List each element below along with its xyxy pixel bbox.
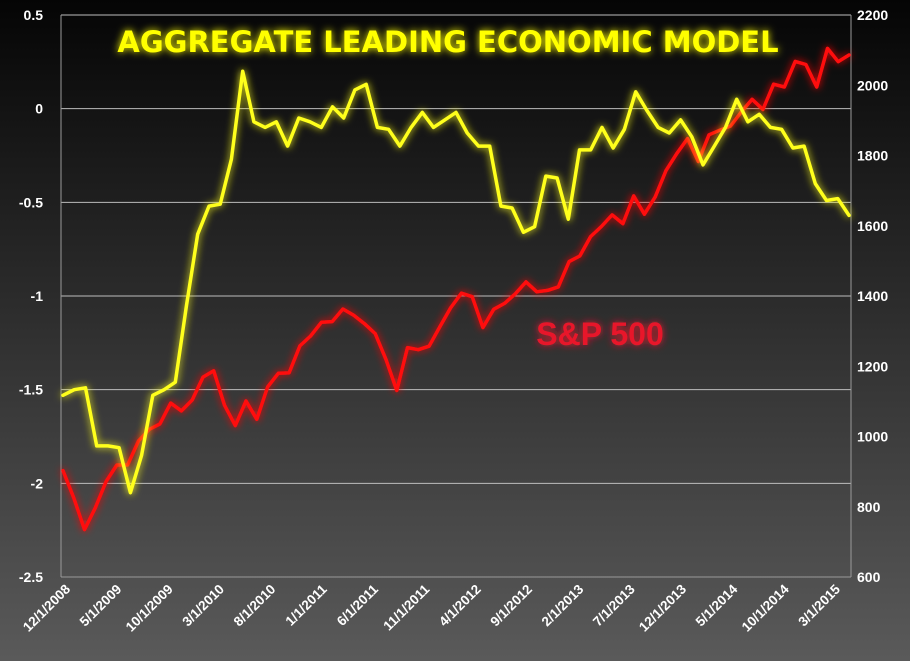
left-tick-label: -0.5 [19, 194, 43, 210]
right-tick-label: 1400 [857, 288, 888, 304]
axes [60, 15, 852, 578]
sp500-series-label: S&P 500 [536, 316, 664, 352]
left-tick-label: 0.5 [24, 7, 44, 23]
right-tick-label: 2200 [857, 7, 888, 23]
left-tick-label: -1.5 [19, 382, 43, 398]
right-tick-label: 1000 [857, 429, 888, 445]
right-axis-ticks: 2200 2000 1800 1600 1400 1200 1000 800 600 [857, 7, 888, 585]
model-series-line [61, 69, 851, 495]
right-tick-label: 600 [857, 569, 881, 585]
sp500-series-line [61, 46, 851, 532]
left-tick-label: -2.5 [19, 569, 43, 585]
right-tick-label: 2000 [857, 77, 888, 93]
right-tick-label: 1200 [857, 358, 888, 374]
left-tick-label: -1 [31, 288, 44, 304]
right-tick-label: 1600 [857, 218, 888, 234]
right-tick-label: 1800 [857, 148, 888, 164]
left-tick-label: 0 [35, 101, 43, 117]
left-axis-ticks: 0.5 0 -0.5 -1 -1.5 -2 -2.5 [19, 7, 43, 585]
left-tick-label: -2 [31, 475, 44, 491]
series [61, 46, 851, 532]
chart-title: AGGREGATE LEADING ECONOMIC MODEL [117, 25, 778, 59]
right-tick-label: 800 [857, 499, 881, 515]
